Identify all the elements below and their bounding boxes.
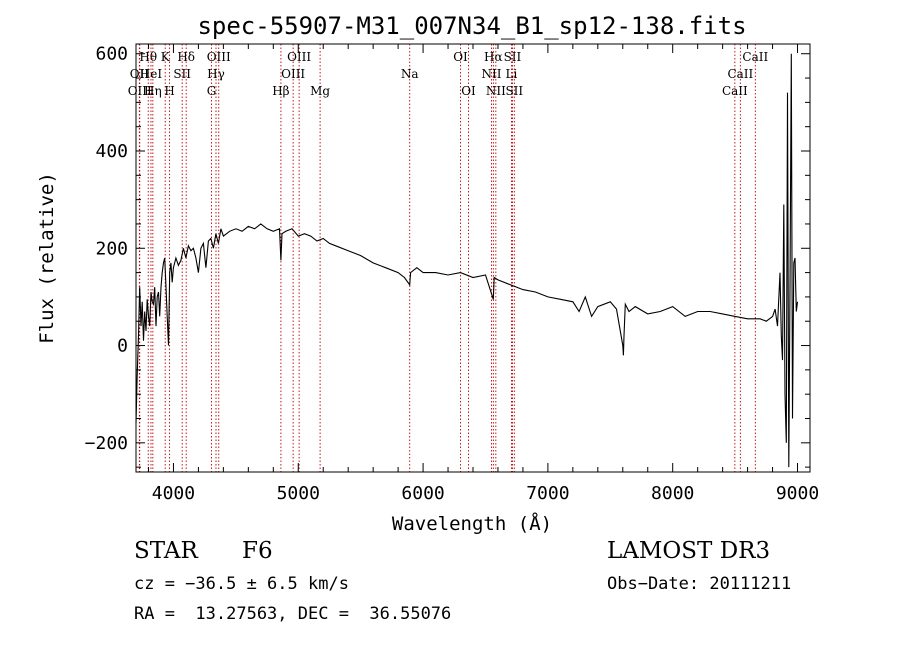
emission-line-markers	[138, 44, 756, 472]
line-label-9: OIII	[207, 50, 231, 64]
y-tick-label-2: 200	[95, 238, 128, 259]
observation-date: Obs−Date: 20111211	[607, 574, 792, 594]
line-label-4: Hη	[144, 84, 162, 98]
line-label-14: OIII	[281, 67, 305, 81]
line-label-0: Hθ	[139, 50, 157, 64]
chart-title: spec-55907-M31_007N34_B1_sp12-138.fits	[197, 12, 746, 40]
line-label-8: Hδ	[177, 50, 195, 64]
line-label-18: OI	[461, 84, 476, 98]
line-label-7: SII	[173, 67, 191, 81]
x-tick-label-1: 5000	[277, 483, 320, 504]
line-label-19: Hα	[484, 50, 503, 64]
y-axis-label: Flux (relative)	[36, 172, 58, 344]
line-label-5: K	[161, 50, 171, 64]
line-label-2: OIII	[128, 84, 152, 98]
redshift-cz: cz = −36.5 ± 6.5 km/s	[134, 574, 349, 594]
plot-frame	[135, 43, 811, 473]
line-label-20: NII	[481, 67, 501, 81]
x-tick-label-3: 7000	[526, 483, 569, 504]
line-label-23: Li	[506, 67, 518, 81]
survey-name: LAMOST DR3	[607, 538, 771, 564]
x-tick-label-2: 6000	[401, 483, 444, 504]
x-axis-label: Wavelength (Å)	[392, 512, 552, 535]
spectrum-series-line	[135, 53, 799, 468]
line-label-27: CaII	[722, 84, 748, 98]
y-tick-label-0: −200	[85, 433, 128, 454]
line-label-13: OIII	[287, 50, 311, 64]
sky-coordinates: RA = 13.27563, DEC = 36.55076	[134, 604, 452, 624]
line-label-6: H	[164, 84, 174, 98]
line-label-25: CaII	[742, 50, 768, 64]
line-label-12: Hβ	[272, 84, 289, 98]
emission-line-labels: Hθ OII OIII HeI Hη K H SII Hδ OIII Hγ G Hβ OIII OIII Mg…	[128, 50, 769, 98]
object-class: STAR	[134, 538, 198, 564]
line-label-24: SII	[505, 84, 523, 98]
y-tick-label-1: 0	[117, 336, 128, 357]
line-label-10: Hγ	[207, 67, 225, 81]
line-label-3: HeI	[140, 67, 163, 81]
line-label-26: CaII	[727, 67, 753, 81]
x-tick-label-0: 4000	[152, 483, 195, 504]
line-label-11: G	[207, 84, 217, 98]
line-label-22: SII	[504, 50, 522, 64]
axis-ticks: 4000 5000 6000 7000 8000 9000 −200 0 200 400 600	[85, 44, 820, 504]
y-tick-label-4: 600	[95, 44, 128, 65]
line-label-21: NII	[486, 84, 506, 98]
line-label-15: Mg	[310, 84, 330, 98]
x-tick-label-4: 8000	[651, 483, 694, 504]
object-subclass: F6	[242, 538, 273, 564]
y-tick-label-3: 400	[95, 141, 128, 162]
line-label-16: Na	[401, 67, 419, 81]
x-tick-label-5: 9000	[776, 483, 819, 504]
line-label-17: OI	[453, 50, 468, 64]
line-label-1: OII	[130, 67, 150, 81]
